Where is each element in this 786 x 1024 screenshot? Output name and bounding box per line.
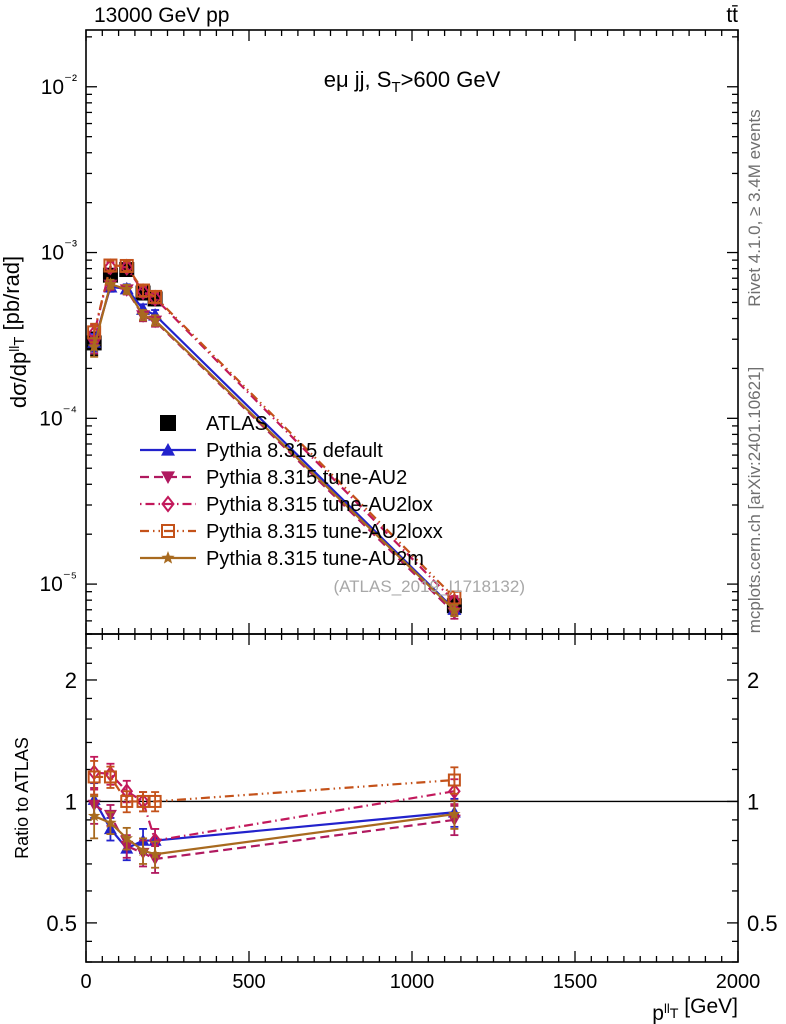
data-marker bbox=[103, 770, 117, 784]
legend-atlas[interactable]: ATLAS bbox=[160, 413, 268, 435]
x-tick-label: 500 bbox=[232, 971, 265, 993]
legend-pythia-au2loxx[interactable]: Pythia 8.315 tune-AU2loxx bbox=[140, 521, 443, 543]
data-marker bbox=[104, 816, 117, 829]
legend-label: Pythia 8.315 tune-AU2lox bbox=[206, 494, 433, 516]
x-tick-label: 1000 bbox=[390, 971, 435, 993]
data-marker bbox=[448, 807, 461, 820]
ratio-y-tick-label-right: 1 bbox=[747, 789, 759, 814]
series-line bbox=[93, 264, 456, 599]
ratio-series-pythia-8-315-tune-au2loxx bbox=[87, 760, 461, 814]
beam-energy-label: 13000 GeV pp bbox=[94, 4, 229, 27]
data-marker bbox=[161, 443, 175, 456]
data-marker bbox=[447, 773, 461, 787]
y-tick-label: 10⁻⁵ bbox=[40, 569, 78, 596]
ratio-series-line bbox=[94, 775, 455, 803]
legend-pythia-default[interactable]: Pythia 8.315 default bbox=[140, 440, 383, 462]
data-marker bbox=[161, 551, 175, 564]
process-label: tt̄ bbox=[726, 4, 738, 27]
series-line bbox=[93, 282, 456, 612]
legend: ATLAS Pythia 8.315 default Pythia 8.315 tu… bbox=[140, 413, 443, 570]
analysis-watermark: (ATLAS_2019_I1718132) bbox=[333, 577, 525, 596]
y-tick-label: 10⁻³ bbox=[41, 238, 77, 265]
data-marker bbox=[447, 603, 462, 616]
mcplots-credit: mcplots.cern.ch [arXiv:2401.10621] bbox=[745, 367, 764, 633]
ratio-y-tick-label: 2 bbox=[65, 668, 77, 693]
data-marker bbox=[148, 289, 163, 304]
rivet-credit: Rivet 4.1.0, ≥ 3.4M events bbox=[745, 109, 764, 306]
data-marker bbox=[103, 258, 118, 273]
legend-label: ATLAS bbox=[206, 413, 268, 435]
data-marker bbox=[148, 794, 162, 808]
main-panel-data bbox=[86, 258, 462, 620]
data-marker bbox=[120, 282, 134, 295]
series-pythia-8-315-tune-au2m bbox=[87, 277, 462, 618]
y-tick-label: 10⁻² bbox=[41, 72, 77, 99]
data-marker bbox=[161, 524, 175, 538]
y-tick-label: 10⁻⁴ bbox=[39, 403, 77, 430]
x-axis-title: pllT [GeV] bbox=[652, 995, 738, 1024]
legend-label: Pythia 8.315 tune-AU2m bbox=[206, 548, 424, 570]
ratio-series-line bbox=[94, 771, 455, 842]
data-marker bbox=[136, 844, 150, 856]
legend-pythia-au2[interactable]: Pythia 8.315 tune-AU2 bbox=[140, 467, 407, 489]
data-marker bbox=[448, 783, 461, 800]
data-marker bbox=[148, 847, 162, 860]
data-marker bbox=[103, 258, 118, 276]
data-marker bbox=[87, 809, 101, 822]
data-marker bbox=[161, 495, 175, 513]
ratio-y-tick-label-right: 2 bbox=[747, 668, 759, 693]
legend-label: Pythia 8.315 default bbox=[206, 440, 383, 462]
data-marker bbox=[120, 831, 133, 844]
legend-pythia-au2m[interactable]: Pythia 8.315 tune-AU2m bbox=[140, 548, 424, 570]
x-tick-label: 0 bbox=[80, 971, 91, 993]
data-marker bbox=[148, 313, 162, 326]
data-marker bbox=[161, 471, 175, 484]
data-marker bbox=[160, 415, 176, 431]
ratio-y-tick-label-right: 0.5 bbox=[747, 911, 778, 936]
y-axis-title: dσ/dpllT [pb/rad] bbox=[0, 256, 31, 408]
data-marker bbox=[136, 794, 150, 808]
ratio-series-line bbox=[93, 804, 455, 861]
legend-label: Pythia 8.315 tune-AU2loxx bbox=[206, 521, 443, 543]
data-marker bbox=[87, 339, 101, 353]
data-marker bbox=[136, 308, 150, 321]
series-pythia-8-315-tune-au2loxx bbox=[87, 258, 462, 605]
data-marker bbox=[136, 283, 150, 301]
ratio-y-tick-label: 0.5 bbox=[46, 911, 77, 936]
main-panel-frame bbox=[85, 29, 739, 635]
legend-pythia-au2lox[interactable]: Pythia 8.315 tune-AU2lox bbox=[140, 494, 433, 516]
x-tick-label: 2000 bbox=[716, 971, 761, 993]
data-marker bbox=[119, 258, 134, 273]
data-marker bbox=[103, 277, 118, 290]
ratio-panel-data bbox=[87, 755, 461, 874]
legend-label: Pythia 8.315 tune-AU2 bbox=[206, 467, 407, 489]
data-marker bbox=[87, 770, 101, 784]
x-tick-label: 1500 bbox=[553, 971, 598, 993]
ratio-y-axis-title: Ratio to ATLAS bbox=[12, 737, 32, 859]
plot-title: eμ jj, ST>600 GeV bbox=[324, 67, 501, 96]
data-marker bbox=[120, 258, 134, 276]
data-marker bbox=[120, 794, 134, 808]
ratio-series-pythia-8-315-tune-au2m bbox=[87, 795, 461, 869]
ratio-y-tick-label: 1 bbox=[65, 789, 77, 814]
